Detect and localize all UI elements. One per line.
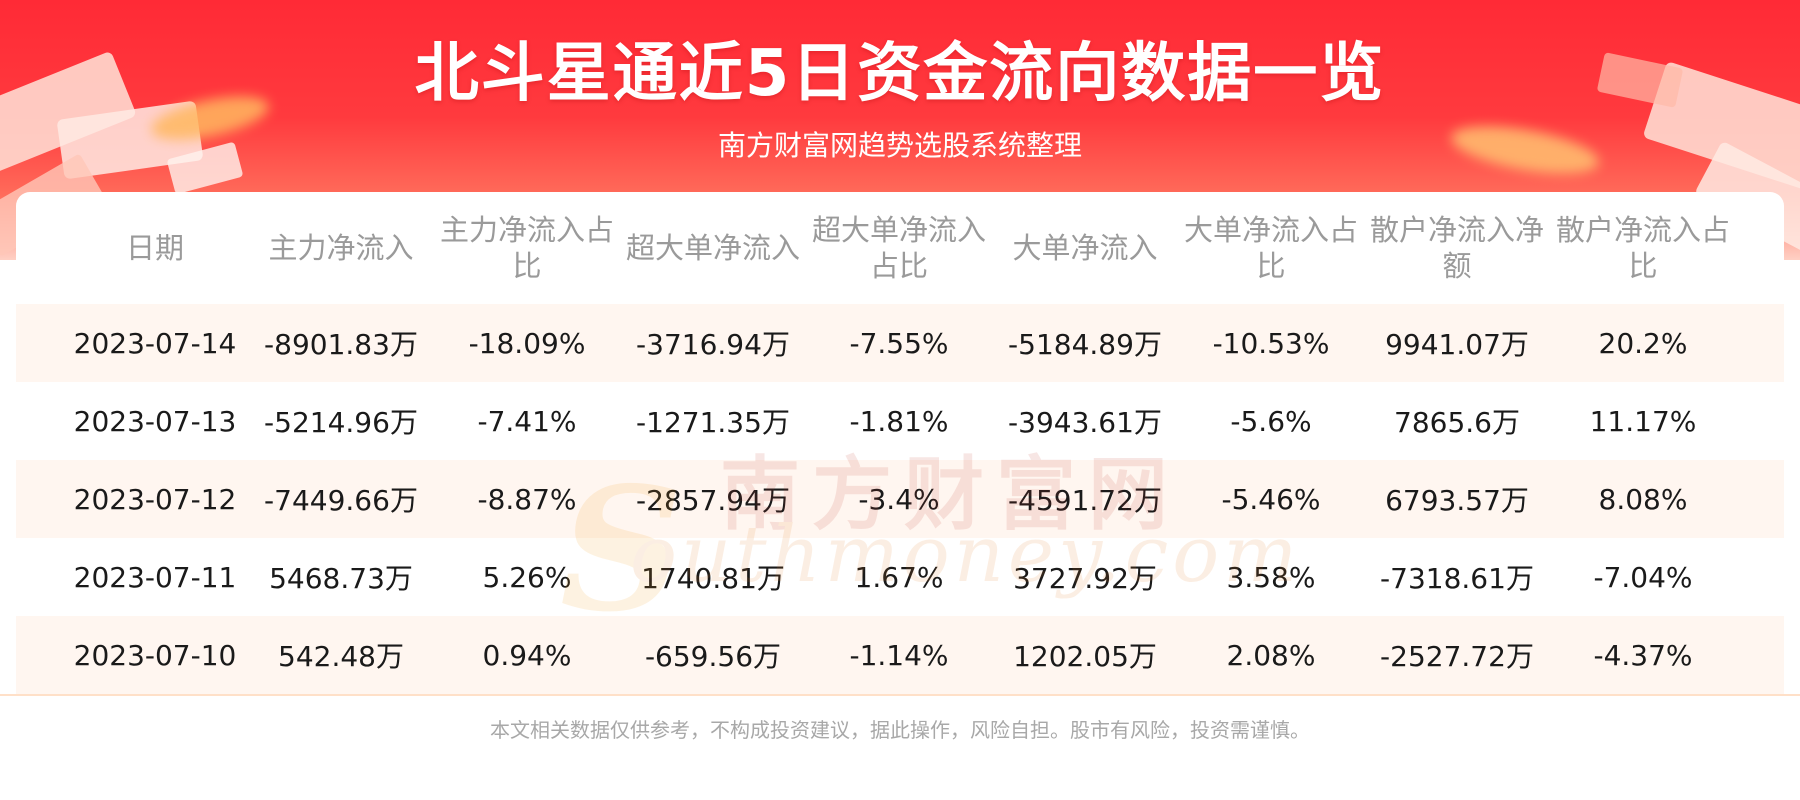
table-cell: -7.41%: [477, 404, 577, 438]
table-cell: 11.17%: [1589, 404, 1697, 438]
page-subtitle: 南方财富网趋势选股系统整理: [717, 129, 1082, 162]
table-cell: -18.09%: [468, 326, 586, 360]
table-cell: 2023-07-13: [73, 404, 237, 438]
table-cell: 2023-07-11: [73, 560, 237, 594]
table-cell: 20.2%: [1598, 326, 1688, 360]
table-cell: -2857.94万: [636, 484, 790, 517]
column-header: 超大单净流入: [626, 231, 801, 265]
table-cell: 8.08%: [1598, 482, 1688, 516]
table-cell: 5.26%: [482, 560, 572, 594]
table-cell: -5.6%: [1230, 404, 1312, 438]
table-cell: -7.55%: [849, 326, 949, 360]
column-header: 大单净流入占比: [1184, 213, 1359, 283]
table-cell: 3.58%: [1226, 560, 1316, 594]
column-header: 散户净流入净额: [1370, 213, 1545, 283]
column-header: 主力净流入占比: [440, 213, 615, 283]
table-card: [16, 192, 1784, 695]
table-row: 2023-07-14 -8901.83万 -18.09% -3716.94万 -7.55…: [16, 304, 1784, 382]
table-cell: 1740.81万: [641, 562, 785, 595]
table-cell: 2023-07-14: [73, 326, 237, 360]
table-cell: 2023-07-10: [73, 638, 237, 672]
table-cell: -4591.72万: [1008, 484, 1162, 517]
table-cell: 6793.57万: [1385, 484, 1529, 517]
table-cell: -3.4%: [858, 482, 940, 516]
column-header: 日期: [125, 231, 184, 265]
table-cell: -1.14%: [849, 638, 949, 672]
table-cell: 9941.07万: [1385, 328, 1529, 361]
table-cell: -7318.61万: [1380, 562, 1534, 595]
disclaimer: 本文相关数据仅供参考，不构成投资建议，据此操作，风险自担。股市有风险，投资需谨慎…: [490, 718, 1310, 742]
table-header-row: 日期 主力净流入 主力净流入占比 超大单净流入 超大单净流入占比 大单净流入 大单净流入占比…: [16, 192, 1784, 304]
footer-divider: [0, 694, 1800, 696]
table-cell: -4.37%: [1593, 638, 1693, 672]
table-cell: 3727.92万: [1013, 562, 1157, 595]
table-cell: -7.04%: [1593, 560, 1693, 594]
table-cell: -3716.94万: [636, 328, 790, 361]
column-header: 散户净流入占比: [1556, 213, 1731, 283]
table-row: 2023-07-13 -5214.96万 -7.41% -1271.35万 -1.81%…: [16, 382, 1784, 460]
table-cell: -659.56万: [644, 640, 782, 673]
table-cell: 2.08%: [1226, 638, 1316, 672]
table-row: 2023-07-10 542.48万 0.94% -659.56万 -1.14% 1202…: [16, 616, 1784, 694]
table-cell: 1.67%: [854, 560, 944, 594]
table-cell: -8901.83万: [264, 328, 418, 361]
table-cell: -1.81%: [849, 404, 949, 438]
table-cell: 542.48万: [278, 640, 404, 673]
table-cell: -1271.35万: [636, 406, 790, 439]
table-cell: 0.94%: [482, 638, 572, 672]
table-cell: -5214.96万: [264, 406, 418, 439]
column-header: 大单净流入: [1012, 231, 1158, 265]
table-cell: -2527.72万: [1380, 640, 1534, 673]
table-row: 2023-07-11 5468.73万 5.26% 1740.81万 1.67% 3727…: [16, 538, 1784, 616]
table-cell: -10.53%: [1212, 326, 1330, 360]
page-title: 北斗星通近5日资金流向数据一览: [414, 37, 1386, 111]
table-cell: 7865.6万: [1394, 406, 1520, 439]
table-cell: -5.46%: [1221, 482, 1321, 516]
table-cell: -5184.89万: [1008, 328, 1162, 361]
table-cell: 5468.73万: [269, 562, 413, 595]
table-cell: -7449.66万: [264, 484, 418, 517]
table-cell: 1202.05万: [1013, 640, 1157, 673]
column-header: 超大单净流入占比: [812, 213, 987, 283]
table-row: 2023-07-12 -7449.66万 -8.87% -2857.94万 -3.4% -…: [16, 460, 1784, 538]
column-header: 主力净流入: [268, 231, 414, 265]
table-cell: -3943.61万: [1008, 406, 1162, 439]
table-cell: -8.87%: [477, 482, 577, 516]
table-cell: 2023-07-12: [73, 482, 237, 516]
